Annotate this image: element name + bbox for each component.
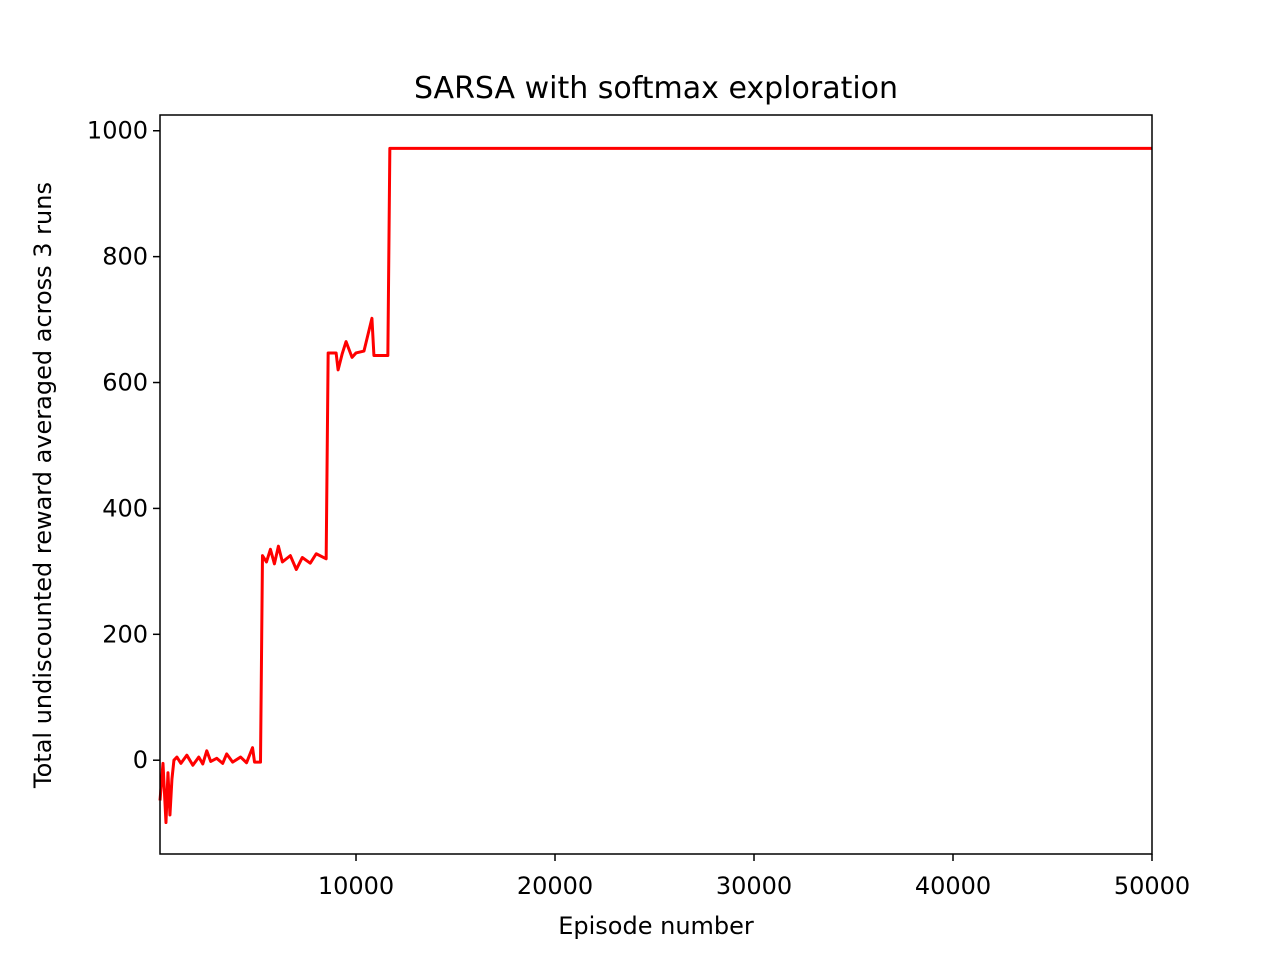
y-tick-label: 1000 <box>87 117 148 145</box>
x-tick-label: 30000 <box>716 872 792 900</box>
y-tick-label: 0 <box>133 746 148 774</box>
line <box>158 146 1152 825</box>
y-tick-label: 800 <box>102 243 148 271</box>
x-axis-label: Episode number <box>558 912 754 940</box>
x-tick-label: 20000 <box>517 872 593 900</box>
y-axis-label: Total undiscounted reward averaged acros… <box>29 182 57 789</box>
x-tick-label: 50000 <box>1114 872 1190 900</box>
y-tick-label: 400 <box>102 494 148 522</box>
x-tick-label: 10000 <box>318 872 394 900</box>
x-tick-label: 40000 <box>915 872 991 900</box>
chart-title: SARSA with softmax exploration <box>414 71 898 106</box>
plot-frame <box>159 114 1153 855</box>
y-tick-label: 600 <box>102 369 148 397</box>
y-tick-label: 200 <box>102 620 148 648</box>
